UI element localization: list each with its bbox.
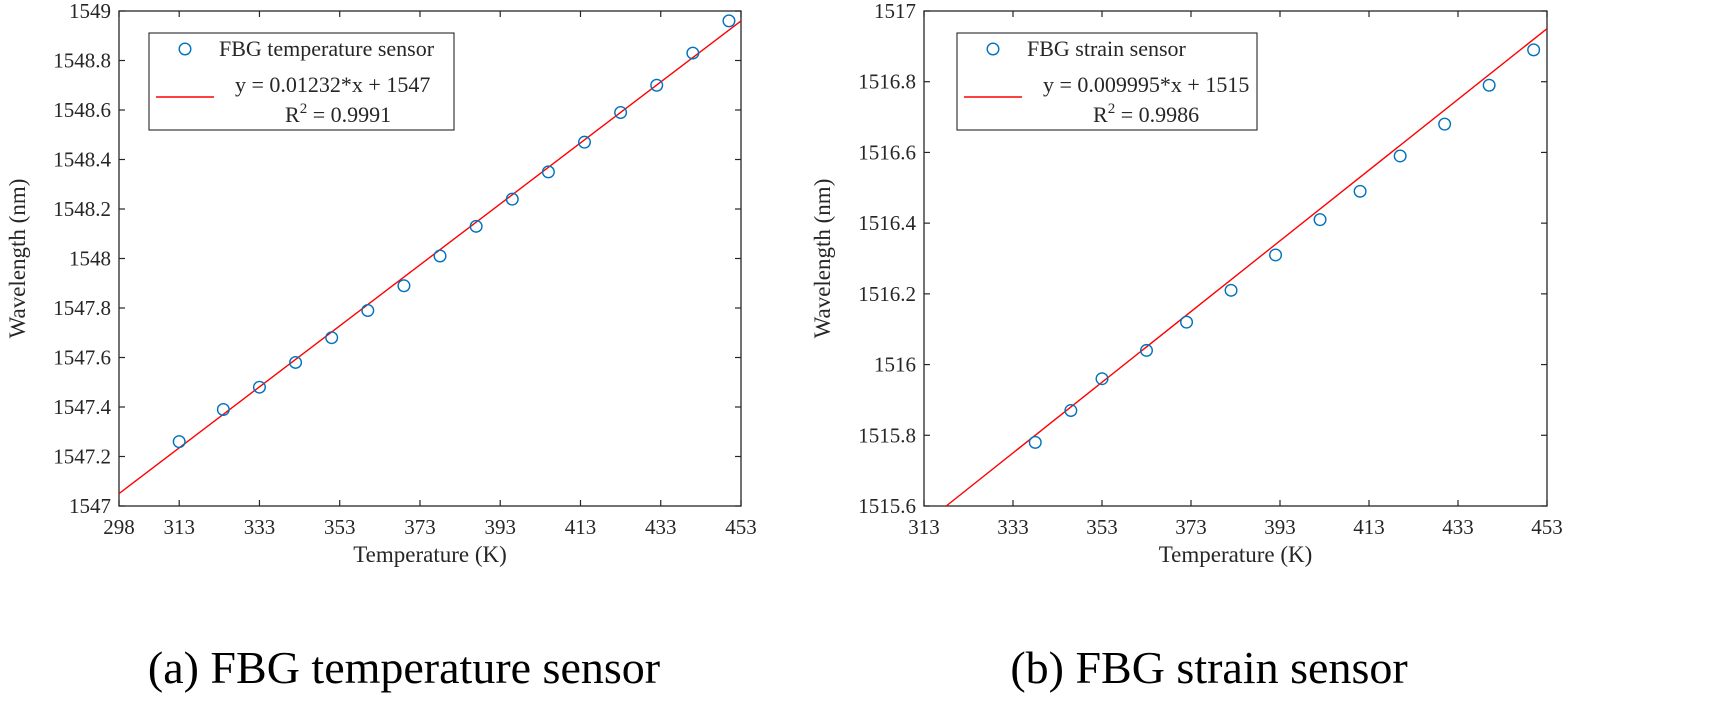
x-axis-label: Temperature (K) bbox=[353, 542, 507, 567]
chart-panel-0: 298 313 333 353 373 393 413 433 453 1547 1547.2 154… bbox=[5, 0, 757, 693]
r-squared-symbol: R bbox=[285, 102, 300, 127]
x-tick-label: 453 bbox=[725, 515, 757, 539]
data-point bbox=[172, 435, 186, 449]
data-point bbox=[1095, 372, 1109, 386]
r-squared-value: = 0.9991 bbox=[307, 102, 391, 127]
x-tick-label: 453 bbox=[1531, 515, 1563, 539]
fit-equation: y = 0.009995*x + 1515 bbox=[1043, 72, 1249, 97]
data-point bbox=[686, 46, 700, 60]
y-tick-label: 1548.6 bbox=[53, 98, 111, 122]
x-tick-label: 298 bbox=[103, 515, 135, 539]
data-point bbox=[1393, 149, 1407, 163]
figure-caption: (a) FBG temperature sensor bbox=[148, 642, 660, 693]
x-tick-label: 373 bbox=[1175, 515, 1207, 539]
data-point bbox=[289, 355, 303, 369]
data-point bbox=[577, 135, 591, 149]
legend-series-label: FBG strain sensor bbox=[1027, 36, 1187, 61]
y-tick-label: 1547.8 bbox=[53, 296, 111, 320]
y-tick-label: 1517 bbox=[874, 0, 916, 23]
y-axis-label: Wavelength (nm) bbox=[810, 179, 835, 339]
r-squared-symbol: R bbox=[1093, 102, 1108, 127]
data-point bbox=[1438, 117, 1452, 131]
y-tick-label: 1515.8 bbox=[858, 423, 916, 447]
x-tick-label: 393 bbox=[484, 515, 516, 539]
x-tick-label: 313 bbox=[163, 515, 195, 539]
chart-panel-1: 313 333 353 373 393 413 433 453 1515.6 1515.8 1516… bbox=[810, 0, 1563, 693]
data-point bbox=[722, 14, 736, 28]
y-tick-label: 1516.8 bbox=[858, 70, 916, 94]
fit-r-squared: R2 = 0.9986 bbox=[1093, 101, 1199, 127]
y-tick-label: 1549 bbox=[69, 0, 111, 23]
x-tick-label: 413 bbox=[565, 515, 597, 539]
x-tick-label: 413 bbox=[1353, 515, 1385, 539]
r-squared-exponent: 2 bbox=[1108, 101, 1116, 117]
x-tick-label: 393 bbox=[1264, 515, 1296, 539]
data-point bbox=[361, 303, 375, 317]
data-point bbox=[1224, 283, 1238, 297]
legend-marker bbox=[178, 42, 192, 56]
data-point bbox=[1353, 184, 1367, 198]
r-squared-value: = 0.9986 bbox=[1115, 102, 1199, 127]
y-tick-label: 1548.8 bbox=[53, 49, 111, 73]
data-point bbox=[1028, 435, 1042, 449]
y-tick-label: 1516.4 bbox=[858, 211, 916, 235]
data-point bbox=[216, 402, 230, 416]
y-tick-label: 1516.6 bbox=[858, 140, 916, 164]
legend-marker bbox=[986, 42, 1000, 56]
fit-equation: y = 0.01232*x + 1547 bbox=[235, 72, 430, 97]
fit-r-squared: R2 = 0.9991 bbox=[285, 101, 391, 127]
data-point bbox=[252, 380, 266, 394]
x-tick-label: 353 bbox=[1086, 515, 1118, 539]
x-tick-label: 433 bbox=[1442, 515, 1474, 539]
data-point bbox=[541, 165, 555, 179]
data-point bbox=[614, 105, 628, 119]
y-tick-label: 1547.6 bbox=[53, 346, 111, 370]
data-point bbox=[1180, 315, 1194, 329]
data-point bbox=[1313, 213, 1327, 227]
legend-box bbox=[148, 32, 455, 131]
y-tick-label: 1548.2 bbox=[53, 197, 111, 221]
legend: FBG strain sensor y = 0.009995*x + 1515 R2… bbox=[956, 32, 1258, 131]
y-tick-label: 1547.2 bbox=[53, 445, 111, 469]
y-tick-label: 1548 bbox=[69, 247, 111, 271]
data-point bbox=[1482, 78, 1496, 92]
y-tick-label: 1548.4 bbox=[53, 148, 111, 172]
legend: FBG temperature sensor y = 0.01232*x + 15… bbox=[148, 32, 455, 131]
data-point bbox=[325, 331, 339, 345]
y-tick-label: 1516 bbox=[874, 353, 916, 377]
legend-series-label: FBG temperature sensor bbox=[219, 36, 435, 61]
x-tick-label: 333 bbox=[997, 515, 1029, 539]
y-tick-label: 1547 bbox=[69, 494, 111, 518]
figure-caption: (b) FBG strain sensor bbox=[1010, 642, 1407, 693]
y-tick-label: 1515.6 bbox=[858, 494, 916, 518]
x-tick-label: 333 bbox=[244, 515, 276, 539]
data-point bbox=[1269, 248, 1283, 262]
x-tick-label: 353 bbox=[324, 515, 356, 539]
fit-line bbox=[945, 28, 1548, 507]
y-axis-label: Wavelength (nm) bbox=[5, 179, 30, 339]
x-tick-label: 313 bbox=[908, 515, 940, 539]
data-point bbox=[650, 78, 664, 92]
data-point bbox=[1527, 43, 1541, 57]
data-point bbox=[505, 192, 519, 206]
y-tick-label: 1516.2 bbox=[858, 282, 916, 306]
x-axis-label: Temperature (K) bbox=[1159, 542, 1313, 567]
data-point bbox=[433, 249, 447, 263]
y-tick-label: 1547.4 bbox=[53, 395, 111, 419]
data-point bbox=[397, 279, 411, 293]
data-point bbox=[469, 219, 483, 233]
data-point bbox=[1139, 343, 1153, 357]
x-tick-label: 433 bbox=[645, 515, 677, 539]
x-tick-label: 373 bbox=[404, 515, 436, 539]
data-point bbox=[1064, 404, 1078, 418]
legend-box bbox=[956, 32, 1258, 131]
r-squared-exponent: 2 bbox=[300, 101, 308, 117]
